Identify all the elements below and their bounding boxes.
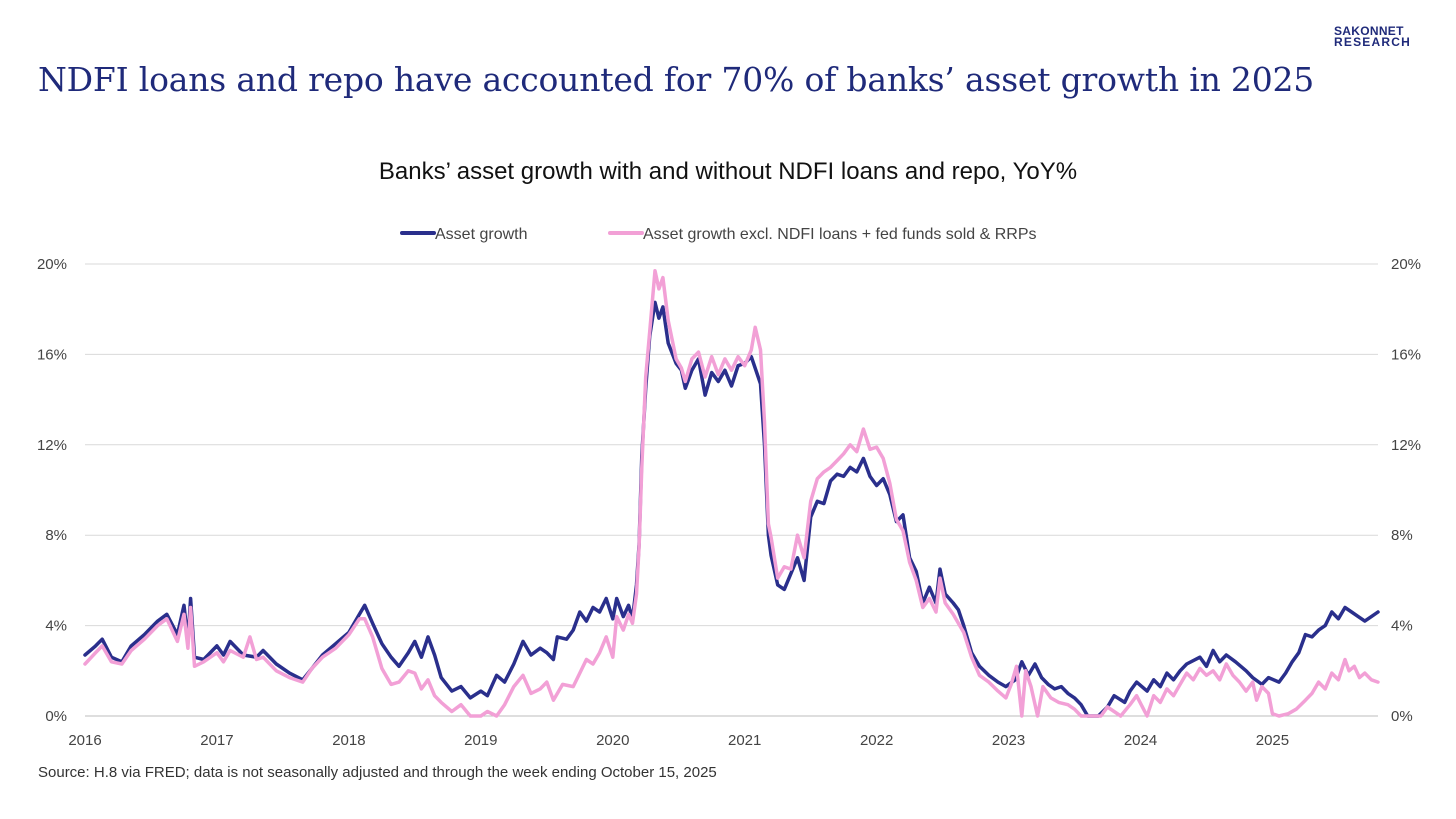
y-tick-label-right: 20% xyxy=(1391,256,1421,273)
x-tick-label: 2016 xyxy=(68,732,101,749)
slide-title: NDFI loans and repo have accounted for 7… xyxy=(38,60,1315,99)
y-tick-label-right: 12% xyxy=(1391,437,1421,454)
x-tick-label: 2021 xyxy=(728,732,761,749)
y-tick-label-left: 12% xyxy=(37,437,67,454)
legend-label: Asset growth xyxy=(435,226,527,243)
sakonnet-logo: SAKONNET RESEARCH xyxy=(1334,24,1430,49)
x-tick-label: 2022 xyxy=(860,732,893,749)
logo-line-2: RESEARCH xyxy=(1334,35,1411,49)
source-note: Source: H.8 via FRED; data is not season… xyxy=(38,764,717,781)
y-tick-label-left: 20% xyxy=(37,256,67,273)
x-tick-label: 2025 xyxy=(1256,732,1289,749)
y-tick-label-right: 0% xyxy=(1391,708,1413,725)
x-tick-label: 2018 xyxy=(332,732,365,749)
logo-line-1: SAKONNET xyxy=(1334,24,1404,38)
legend-label: Asset growth excl. NDFI loans + fed fund… xyxy=(643,226,1037,243)
y-tick-label-left: 0% xyxy=(45,708,67,725)
y-tick-label-right: 4% xyxy=(1391,618,1413,635)
y-tick-label-right: 16% xyxy=(1391,346,1421,363)
series-line xyxy=(83,300,1380,718)
x-tick-label: 2019 xyxy=(464,732,497,749)
y-tick-label-left: 4% xyxy=(45,618,67,635)
chart-title: Banks’ asset growth with and without NDF… xyxy=(378,158,1078,185)
y-tick-label-left: 16% xyxy=(37,346,67,363)
x-tick-label: 2024 xyxy=(1124,732,1157,749)
y-tick-label-right: 8% xyxy=(1391,527,1413,544)
x-tick-label: 2020 xyxy=(596,732,629,749)
x-tick-label: 2017 xyxy=(200,732,233,749)
y-tick-label-left: 8% xyxy=(45,527,67,544)
x-tick-label: 2023 xyxy=(992,732,1025,749)
series-line xyxy=(83,269,1380,718)
